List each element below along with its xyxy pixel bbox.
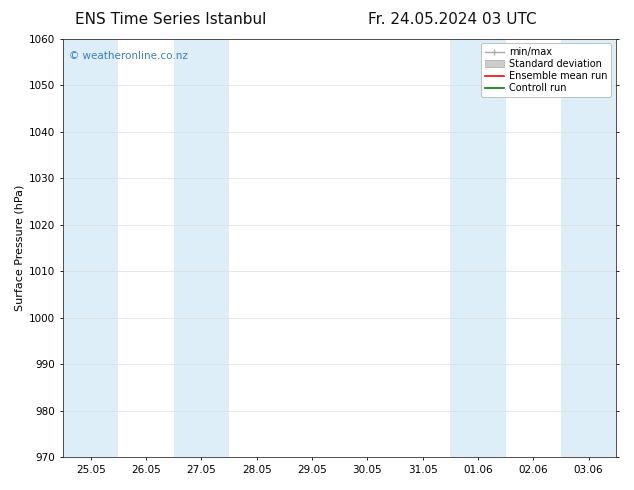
Text: © weatheronline.co.nz: © weatheronline.co.nz [68, 51, 188, 61]
Bar [63, 39, 119, 457]
Text: ENS Time Series Istanbul: ENS Time Series Istanbul [75, 12, 266, 27]
Y-axis label: Surface Pressure (hPa): Surface Pressure (hPa) [15, 185, 25, 311]
Bar [561, 39, 616, 457]
Bar [174, 39, 229, 457]
Text: Fr. 24.05.2024 03 UTC: Fr. 24.05.2024 03 UTC [368, 12, 536, 27]
Legend: min/max, Standard deviation, Ensemble mean run, Controll run: min/max, Standard deviation, Ensemble me… [481, 44, 611, 97]
Bar [450, 39, 505, 457]
